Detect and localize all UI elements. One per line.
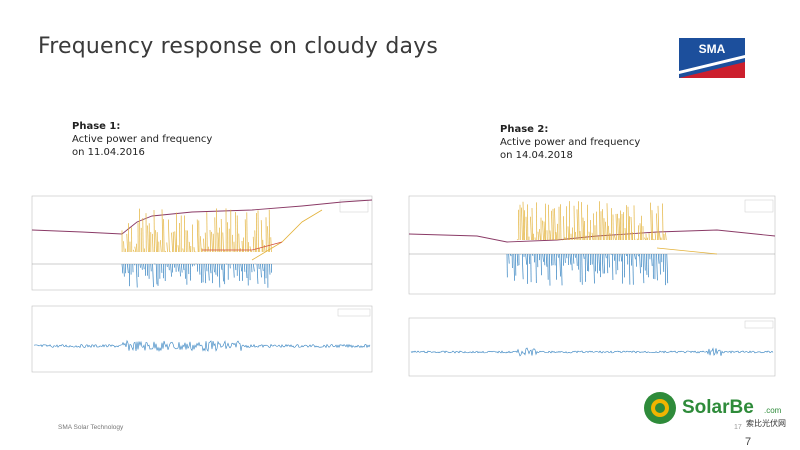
solarbe-watermark: SolarBe .com 索比光伏网 [644,392,786,428]
phase1-line1: Active power and frequency [72,134,213,145]
phase1-line2: on 11.04.2016 [72,147,145,158]
phase1-ramp [251,209,323,261]
phase1-yellow-spikes [121,208,272,253]
phase1-blue-spikes [121,263,273,288]
phase2-freq-legend [744,320,774,329]
phase1-heading: Phase 1: [72,121,121,132]
phase1-freq-legend [337,308,371,317]
sma-logo-text: SMA [699,42,726,56]
phase1-legend [339,199,369,213]
sma-logo: SMA [679,38,745,78]
phase1-power-chart [22,192,378,302]
slide-title: Frequency response on cloudy days [38,34,439,59]
sunflower-icon [644,392,676,424]
phase2-frequency-chart [397,314,781,390]
phase1-caption: Phase 1: Active power and frequency on 1… [72,120,212,159]
phase1-red-trace [202,241,283,251]
watermark-text: SolarBe [682,397,754,418]
phase2-frequency-trace [408,229,776,243]
phase2-caption: Phase 2: Active power and frequency on 1… [500,123,640,162]
phase2-ramp [656,247,718,255]
phase1-freq-trace [33,339,371,352]
phase1-frequency-trace [31,199,373,235]
phase2-heading: Phase 2: [500,124,549,135]
watermark-suffix: .com [764,406,782,415]
page-number: 7 [745,436,752,448]
phase2-line2: on 14.04.2018 [500,150,573,161]
phase2-power-chart [397,192,781,310]
page-number-small: 17 [734,424,742,431]
phase2-line1: Active power and frequency [500,137,641,148]
phase1-frequency-chart [22,302,378,384]
phase2-freq-trace [410,347,774,357]
phase2-blue-spikes [506,253,669,286]
watermark-subtext: 索比光伏网 [746,418,786,428]
phase2-legend [744,199,774,213]
phase2-yellow-spikes [516,201,667,241]
footer-company: SMA Solar Technology [58,424,124,431]
